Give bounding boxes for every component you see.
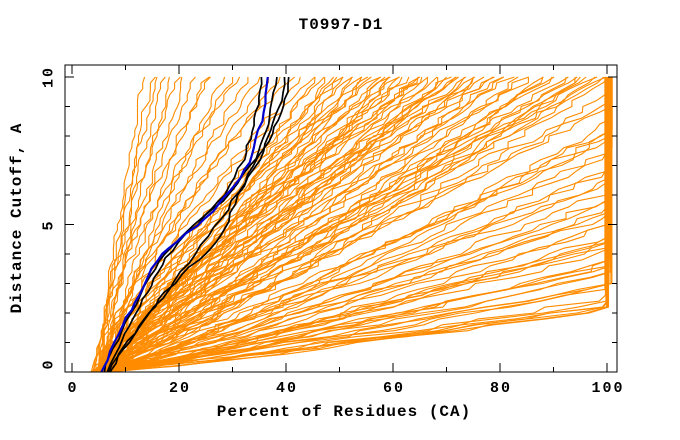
x-tick-label: 20 — [168, 380, 192, 397]
x-tick-label: 100 — [591, 380, 625, 397]
y-tick-label: 5 — [40, 218, 58, 231]
y-tick-label: 10 — [40, 65, 58, 89]
x-tick-label: 80 — [489, 380, 513, 397]
x-tick-label: 40 — [275, 380, 299, 397]
plot-title: T0997-D1 — [298, 16, 384, 34]
x-tick-label: 0 — [67, 380, 79, 397]
x-tick-label: 60 — [382, 380, 406, 397]
y-tick-label: 0 — [40, 358, 58, 370]
x-axis-label: Percent of Residues (CA) — [216, 403, 472, 421]
